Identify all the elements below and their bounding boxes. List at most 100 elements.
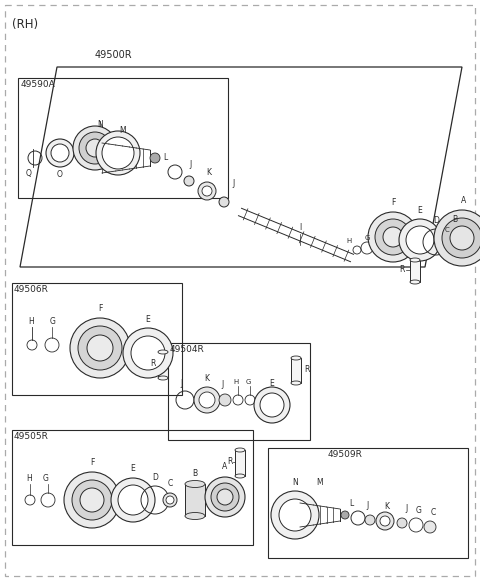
Text: E: E [145,315,150,324]
Circle shape [368,212,418,262]
Ellipse shape [235,448,245,452]
Text: A: A [222,462,228,471]
Bar [158,352,168,378]
Circle shape [73,126,117,170]
Text: F: F [391,198,395,207]
Circle shape [443,240,451,248]
Circle shape [205,477,245,517]
Text: G: G [416,506,422,515]
Text: (RH): (RH) [12,18,38,31]
Text: N: N [97,120,103,129]
Text: J: J [190,160,192,169]
Text: H: H [233,379,239,385]
Bar [185,484,205,516]
Circle shape [211,483,239,511]
Circle shape [424,521,436,533]
Ellipse shape [185,480,205,487]
Text: D: D [152,473,158,482]
Ellipse shape [111,478,155,522]
Bar [235,450,245,476]
Ellipse shape [185,512,205,519]
Circle shape [86,139,104,157]
Ellipse shape [279,499,311,531]
Text: K: K [384,502,389,511]
Ellipse shape [271,491,319,539]
Text: O: O [57,170,63,179]
Text: G: G [364,235,370,241]
Text: R: R [399,266,404,274]
Text: J: J [181,379,183,388]
Text: C: C [444,227,449,233]
Text: C: C [168,479,173,488]
Ellipse shape [123,328,173,378]
Circle shape [217,489,233,505]
Ellipse shape [410,258,420,262]
Ellipse shape [202,186,212,196]
Circle shape [434,210,480,266]
Text: J: J [367,501,369,510]
Text: 49590A: 49590A [21,80,56,89]
Ellipse shape [131,336,165,370]
Circle shape [450,226,474,250]
Text: E: E [418,206,422,215]
Ellipse shape [447,227,463,233]
Bar [12,430,253,545]
Text: F: F [90,458,94,467]
Circle shape [87,335,113,361]
Circle shape [78,326,122,370]
Ellipse shape [406,226,434,254]
Circle shape [70,318,130,378]
Text: D: D [433,216,439,225]
Circle shape [219,197,229,207]
Bar [410,260,420,282]
Text: E: E [270,379,275,388]
Circle shape [440,237,454,251]
Ellipse shape [447,251,463,257]
Text: G: G [245,379,251,385]
Circle shape [375,219,411,255]
Circle shape [219,394,231,406]
Text: H: H [347,238,352,244]
Circle shape [184,176,194,186]
Circle shape [80,488,104,512]
Text: 49509R: 49509R [328,450,363,459]
Circle shape [79,132,111,164]
Circle shape [166,496,174,504]
Bar [447,230,463,254]
Ellipse shape [235,474,245,478]
Ellipse shape [96,131,140,175]
Ellipse shape [291,356,301,360]
Text: A: A [461,196,467,205]
Text: 49505R: 49505R [14,432,49,441]
Text: G: G [43,474,49,483]
Ellipse shape [158,350,168,354]
Circle shape [383,227,403,247]
Circle shape [199,392,215,408]
Text: M: M [317,478,324,487]
Circle shape [64,472,120,528]
Ellipse shape [254,387,290,423]
Bar [291,358,301,383]
Bar [168,343,310,440]
Circle shape [194,387,220,413]
Text: K: K [206,168,212,177]
Text: F: F [98,304,102,313]
Bar [268,448,468,558]
Text: Q: Q [26,169,32,178]
Ellipse shape [46,139,74,167]
Ellipse shape [158,376,168,380]
Bar [18,78,228,198]
Ellipse shape [410,280,420,284]
Text: J: J [406,504,408,513]
Text: I: I [299,223,301,232]
Text: 49504R: 49504R [170,345,205,354]
Text: L: L [349,499,353,508]
Text: G: G [50,317,56,326]
Bar [12,283,182,395]
Ellipse shape [118,485,148,515]
Ellipse shape [399,219,441,261]
Text: E: E [131,464,135,473]
Circle shape [442,218,480,258]
Ellipse shape [51,144,69,162]
Circle shape [397,518,407,528]
